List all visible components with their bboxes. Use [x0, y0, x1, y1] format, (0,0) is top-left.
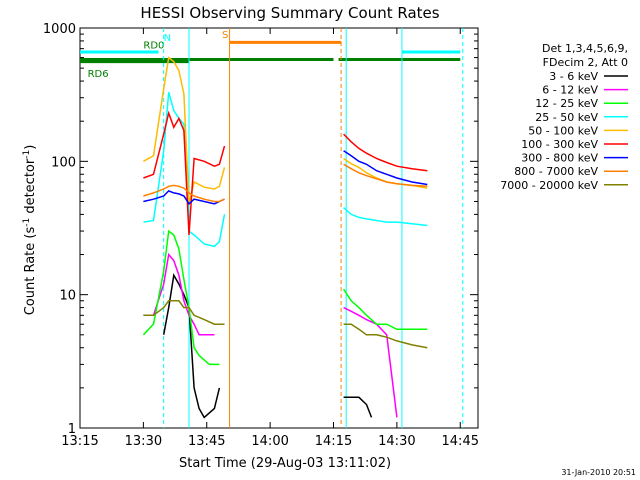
y-label-sup2: -1: [22, 150, 32, 159]
legend: Det 1,3,4,5,6,9, FDecim 2, Att 0 3 - 6 k…: [500, 42, 628, 192]
x-tick-label-1: 13:30: [125, 434, 162, 449]
legend-entry-label: 800 - 7000 keV: [514, 165, 598, 178]
series-100-300-kev-line-b: [343, 133, 428, 172]
y-tick-label-2: 100: [51, 155, 76, 170]
chart-title: HESSI Observing Summary Count Rates: [140, 4, 439, 22]
flag-label-rd6: RD6: [88, 69, 109, 80]
x-tick-label-6: 14:45: [442, 434, 479, 449]
x-tick-label-0: 13:15: [61, 434, 98, 449]
series-300-800-kev-line-b: [343, 150, 428, 186]
series-25-50-kev-line-b: [343, 207, 428, 227]
series-7000-20000-kev-line-b: [343, 323, 428, 349]
legend-entry-label: 100 - 300 keV: [521, 138, 598, 151]
series-12-25-kev-line-b: [342, 288, 428, 331]
series-100-300-kev-line-a: [143, 110, 226, 236]
legend-entry-label: 7000 - 20000 keV: [500, 179, 598, 192]
x-tick-label-2: 13:45: [188, 434, 225, 449]
x-tick-label-5: 14:30: [378, 434, 415, 449]
series-800-7000-kev-line-b: [343, 163, 428, 188]
series-6-12-kev-line-a: [143, 252, 215, 336]
series-25-50-kev-line-a: [143, 91, 226, 248]
y-label-part3: ): [23, 145, 38, 150]
flag-label-s: S: [222, 30, 228, 41]
series-300-800-kev-line-a: [143, 190, 225, 205]
series-7000-20000-kev-line-a: [143, 300, 225, 325]
series-50-100-kev-line-a: [143, 56, 226, 204]
legend-entry-label: 25 - 50 keV: [535, 111, 598, 124]
series-3-6-kev-line-b: [343, 396, 373, 418]
y-tick-label-0: 1: [68, 422, 76, 437]
plot-frame: [79, 27, 479, 429]
y-label-part1: Count Rate (s: [23, 227, 38, 316]
series-12-25-kev-line-a: [142, 229, 220, 366]
x-tick-label-4: 14:15: [315, 434, 352, 449]
flag-label-n: N: [164, 33, 171, 44]
series-800-7000-kev-line-a: [143, 184, 225, 203]
legend-entry-label: 3 - 6 keV: [549, 70, 598, 83]
y-tick-label-3: 1000: [43, 22, 76, 37]
y-axis-label: Count Rate (s-1 detector-1): [22, 145, 38, 316]
y-label-part2: detector: [23, 158, 38, 218]
x-axis-label: Start Time (29-Aug-03 13:11:02): [179, 456, 391, 471]
legend-entry-label: 50 - 100 keV: [528, 124, 598, 137]
y-tick-label-1: 10: [59, 289, 76, 304]
series-3-6-kev-line-a: [162, 272, 221, 419]
plot-area: RD6 RD0 S N 13:15 13:30 13:45 14:00 14:15 14:30 14…: [43, 22, 479, 449]
legend-header-2: FDecim 2, Att 0: [543, 56, 628, 69]
flag-label-rd0: RD0: [143, 41, 164, 52]
legend-entry-label: 12 - 25 keV: [535, 97, 598, 110]
legend-header-1: Det 1,3,4,5,6,9,: [542, 42, 628, 55]
legend-entry-label: 300 - 800 keV: [521, 152, 598, 165]
legend-entry-label: 6 - 12 keV: [542, 84, 598, 97]
x-tick-label-3: 14:00: [251, 434, 288, 449]
series-6-12-kev-line-b: [343, 306, 398, 418]
timestamp: 31-Jan-2010 20:51: [561, 468, 636, 477]
y-label-sup1: -1: [22, 218, 32, 227]
